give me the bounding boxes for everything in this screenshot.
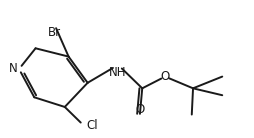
Text: Br: Br [48,26,61,39]
Text: N: N [9,63,18,75]
Text: O: O [135,103,144,116]
Text: NH: NH [109,66,127,79]
Text: Cl: Cl [86,119,98,132]
Text: O: O [161,70,170,83]
